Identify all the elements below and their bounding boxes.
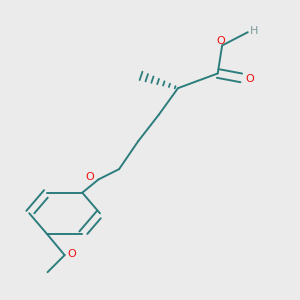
Text: H: H	[250, 26, 258, 36]
Text: O: O	[86, 172, 94, 182]
Text: O: O	[246, 74, 254, 84]
Text: O: O	[216, 36, 225, 46]
Text: O: O	[68, 249, 76, 259]
